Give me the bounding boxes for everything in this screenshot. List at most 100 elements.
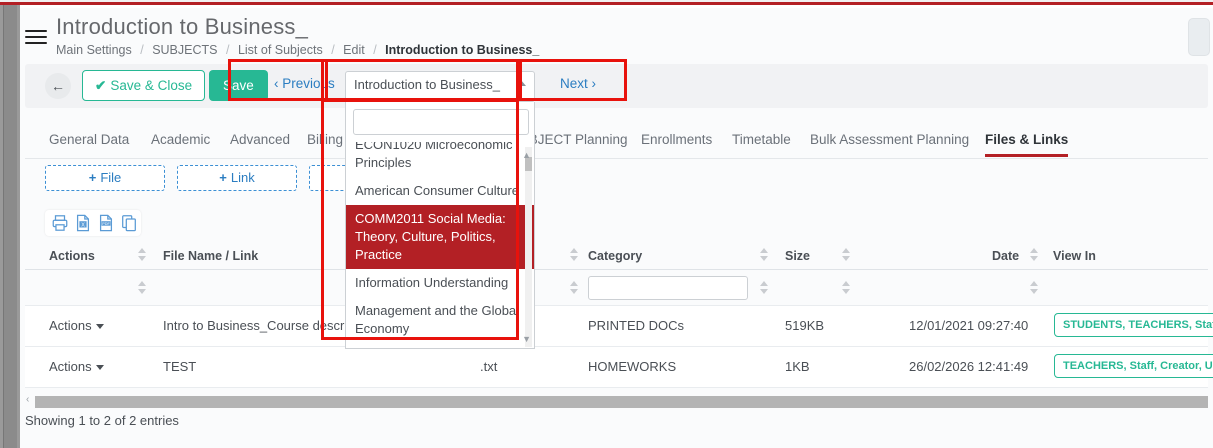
- left-rail-inner: [3, 5, 17, 448]
- table-row[interactable]: Actions Intro to Business_Course descr P…: [25, 306, 1213, 347]
- table-row[interactable]: Actions TEST .txt HOMEWORKS 1KB 26/02/20…: [25, 347, 1213, 388]
- subject-option-3[interactable]: Information Understanding: [355, 275, 509, 290]
- previous-button[interactable]: ‹ Previous: [274, 76, 335, 91]
- row-actions-menu[interactable]: Actions: [49, 318, 104, 333]
- chevron-down-icon: [95, 365, 104, 371]
- cell-file-name: TEST: [163, 359, 197, 374]
- save-button[interactable]: Save: [209, 70, 268, 101]
- dropdown-scrollbar[interactable]: [525, 147, 532, 347]
- subject-search-input[interactable]: [353, 109, 529, 135]
- files-table: Actions File Name / Link Category Size D…: [25, 244, 1213, 388]
- tab-advanced[interactable]: Advanced: [230, 132, 291, 147]
- page-title: Introduction to Business_: [56, 14, 309, 39]
- export-toolbar: X PDF: [45, 210, 141, 236]
- filter-sort-category[interactable]: [760, 280, 769, 296]
- cell-date: 26/02/2026 12:41:49: [909, 359, 1029, 374]
- horizontal-scroll-thumb[interactable]: [35, 396, 1208, 408]
- next-button[interactable]: Next ›: [560, 76, 597, 91]
- tab-academic[interactable]: Academic: [151, 132, 211, 147]
- row-actions-menu[interactable]: Actions: [49, 359, 104, 374]
- tab-general-data[interactable]: General Data: [49, 132, 130, 147]
- breadcrumb-separator: /: [140, 43, 144, 57]
- sort-icon-size[interactable]: [842, 247, 851, 263]
- filter-sort-date[interactable]: [1030, 280, 1039, 296]
- add-file-label: File: [100, 170, 122, 185]
- breadcrumb-item-4: Introduction to Business_: [385, 43, 540, 57]
- left-rail: [0, 5, 20, 448]
- plus-icon: +: [88, 170, 97, 185]
- subject-option-list[interactable]: ECON1020 Microeconomic Principles Americ…: [346, 142, 534, 348]
- save-and-close-label: Save & Close: [110, 78, 193, 93]
- app-container: Introduction to Business_ Main Settings …: [20, 8, 1213, 448]
- column-header-file-name[interactable]: File Name / Link: [163, 249, 259, 263]
- column-header-size[interactable]: Size: [785, 249, 811, 263]
- table-filter-row: [25, 270, 1208, 306]
- row-actions-label: Actions: [49, 359, 92, 374]
- breadcrumb-item-2[interactable]: List of Subjects: [237, 43, 323, 57]
- tab-enrollments[interactable]: Enrollments: [641, 132, 713, 147]
- row-actions-label: Actions: [49, 318, 92, 333]
- status-badge[interactable]: TEACHERS, Staff, Creator, User ro: [1054, 354, 1213, 378]
- subject-dropdown-panel: ECON1020 Microeconomic Principles Americ…: [345, 102, 535, 349]
- add-file-button[interactable]: + File: [45, 165, 165, 191]
- cell-date: 12/01/2021 09:27:40: [909, 318, 1029, 333]
- tab-bar: General Data Academic Advanced Billing S…: [25, 123, 1208, 159]
- cell-category: PRINTED DOCs: [588, 318, 685, 333]
- horizontal-scrollbar[interactable]: ‹: [25, 394, 1208, 410]
- svg-text:X: X: [81, 222, 85, 228]
- copy-icon[interactable]: [120, 214, 138, 232]
- save-and-close-button[interactable]: ✔ Save & Close: [82, 70, 206, 101]
- hamburger-icon[interactable]: [25, 30, 47, 46]
- subject-select[interactable]: Introduction to Business_: [345, 71, 535, 102]
- back-arrow-icon[interactable]: ←: [45, 73, 71, 99]
- column-header-date[interactable]: Date: [992, 249, 1020, 263]
- cell-category: HOMEWORKS: [588, 359, 677, 374]
- breadcrumb-separator: /: [331, 43, 335, 57]
- browser-top-bar: [0, 0, 1213, 5]
- breadcrumb-item-1[interactable]: SUBJECTS: [152, 43, 218, 57]
- subject-option-4[interactable]: Management and the Global Economy: [355, 303, 520, 336]
- filter-sort-size[interactable]: [842, 280, 851, 296]
- svg-text:PDF: PDF: [102, 222, 110, 226]
- subject-option-0[interactable]: ECON1020 Microeconomic Principles: [355, 142, 513, 170]
- column-header-view-in: View In: [1053, 249, 1096, 263]
- tab-billing[interactable]: Billing: [307, 132, 344, 147]
- scroll-left-icon[interactable]: ‹: [26, 394, 30, 405]
- tab-subject-planning[interactable]: SUBJECT Planning: [510, 132, 628, 147]
- tab-bulk-assessment-planning[interactable]: Bulk Assessment Planning: [810, 132, 970, 147]
- column-header-category[interactable]: Category: [588, 249, 643, 263]
- filter-sort-file-name[interactable]: [570, 280, 579, 296]
- scroll-up-icon: ▲: [522, 150, 531, 160]
- chevron-up-icon: [516, 80, 526, 86]
- breadcrumb-item-0[interactable]: Main Settings: [56, 43, 132, 57]
- pdf-export-icon[interactable]: PDF: [97, 214, 115, 232]
- subject-option-1[interactable]: American Consumer Culture: [355, 183, 520, 198]
- sort-icon-actions[interactable]: [138, 247, 147, 263]
- right-edge-handle[interactable]: [1188, 18, 1210, 56]
- status-badge[interactable]: STUDENTS, TEACHERS, Staff: [1054, 313, 1213, 337]
- tab-timetable[interactable]: Timetable: [732, 132, 791, 147]
- tab-files-and-links[interactable]: Files & Links: [985, 132, 1069, 157]
- breadcrumb-separator: /: [373, 43, 377, 57]
- subject-select-value: Introduction to Business_: [354, 77, 500, 92]
- chevron-down-icon: [95, 324, 104, 330]
- table-entries-info: Showing 1 to 2 of 2 entries: [25, 413, 179, 428]
- check-icon: ✔: [95, 78, 107, 93]
- excel-export-icon[interactable]: X: [74, 214, 92, 232]
- print-icon[interactable]: [51, 214, 69, 232]
- scroll-down-icon: ▼: [522, 334, 531, 344]
- sort-icon-date[interactable]: [1030, 247, 1039, 263]
- category-filter-input[interactable]: [588, 276, 748, 300]
- action-toolbar: ← ✔ Save & Close Save ‹ Previous Next ›: [25, 64, 1208, 108]
- dropdown-scroll-thumb[interactable]: [525, 157, 532, 171]
- column-header-actions[interactable]: Actions: [49, 249, 95, 263]
- add-link-button[interactable]: + Link: [177, 165, 297, 191]
- sort-icon-file-name[interactable]: [570, 247, 579, 263]
- breadcrumb-item-3[interactable]: Edit: [343, 43, 365, 57]
- plus-icon: +: [219, 170, 227, 185]
- subject-option-2[interactable]: COMM2011 Social Media: Theory, Culture, …: [346, 205, 534, 269]
- sort-icon-category[interactable]: [760, 247, 769, 263]
- breadcrumb: Main Settings / SUBJECTS / List of Subje…: [56, 43, 539, 57]
- breadcrumb-separator: /: [225, 43, 230, 57]
- filter-sort-actions[interactable]: [138, 280, 147, 296]
